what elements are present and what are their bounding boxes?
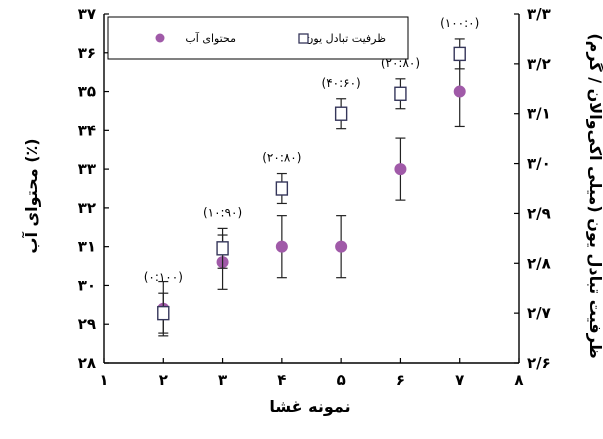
y-left-tick-label: ۳۴	[78, 121, 96, 139]
composition-ratio-label: (۴۰:۶۰)	[322, 76, 361, 90]
ion-exchange-point	[394, 86, 407, 101]
legend-circle-marker	[155, 33, 165, 43]
composition-ratio-label: (۱۰:۹۰)	[203, 205, 242, 219]
y-left-tick-label: ۲۹	[78, 315, 96, 333]
legend-label-ion-exchange: ظرفیت تبادل یون	[305, 32, 386, 45]
ion-exchange-point	[216, 241, 229, 256]
water-content-point	[394, 163, 407, 176]
composition-ratio-label: (۲۰:۸۰)	[262, 151, 301, 165]
x-tick-label: ۸	[514, 371, 523, 389]
y-left-tick-label: ۳۵	[78, 83, 96, 101]
axes	[103, 14, 520, 364]
y-right-tick-label: ۳/۲	[527, 55, 551, 73]
water-content-point	[453, 85, 466, 98]
x-tick-label: ۳	[218, 371, 227, 389]
x-tick-label: ۱	[99, 371, 108, 389]
series	[157, 38, 466, 337]
y-left-tick-label: ۳۶	[78, 44, 96, 62]
composition-ratio-label: (۰:۱۰۰)	[144, 270, 183, 284]
composition-ratio-label: (۱۰۰:۰)	[440, 16, 479, 30]
y-right-axis-title: ظرفیت تبادل یون (میلی اکی‌والان / گرم)	[586, 33, 603, 358]
y-left-tick-label: ۲۸	[78, 354, 96, 372]
y-right-tick-label: ۳/۱	[527, 105, 551, 123]
x-tick-label: ۷	[455, 371, 464, 389]
y-left-tick-label: ۳۱	[78, 238, 96, 256]
x-tick-label: ۲	[159, 371, 168, 389]
water-content-point	[335, 240, 348, 253]
ion-exchange-point	[157, 305, 170, 321]
legend-label-water-content: محتوای آب	[185, 31, 236, 45]
y-left-axis-title: محتوای آب (٪)	[21, 138, 41, 253]
legend-square-marker	[298, 33, 309, 44]
annotations: (۰:۱۰۰)(۱۰:۹۰)(۲۰:۸۰)(۴۰:۶۰)(۲۰:۸۰)(۱۰۰:…	[144, 16, 480, 284]
y-left-tick-label: ۳۳	[78, 160, 96, 178]
y-right-tick-label: ۲/۷	[527, 304, 551, 322]
y-right-tick-label: ۲/۸	[527, 254, 551, 272]
ticks: ۱ ۲ ۳ ۴ ۵ ۶ ۷ ۸۲۸۲۹۳۰۳۱۳۲۳۳۳۴۳۵۳۶۳۷۲/۶۲/۷۲/۸۲/۹…	[78, 5, 551, 389]
y-right-tick-label: ۳/۰	[527, 155, 551, 173]
x-tick-label: ۴	[277, 371, 286, 389]
x-tick-label: ۵	[337, 371, 346, 389]
water-content-point	[275, 240, 288, 253]
legend: ظرفیت تبادل یون محتوای آب	[107, 16, 409, 60]
y-right-tick-label: ۳/۳	[527, 5, 551, 23]
y-right-tick-label: ۲/۶	[527, 354, 551, 372]
ion-exchange-point	[453, 46, 466, 62]
x-tick-label: ۶	[396, 371, 405, 389]
ion-exchange-point	[275, 181, 289, 196]
y-left-tick-label: ۳۷	[78, 5, 96, 23]
y-left-tick-label: ۳۰	[78, 276, 96, 294]
x-axis-title: نمونه غشا	[269, 397, 350, 416]
y-right-tick-label: ۲/۹	[527, 204, 551, 222]
y-left-tick-label: ۳۲	[78, 199, 96, 217]
ion-exchange-point	[334, 106, 348, 121]
